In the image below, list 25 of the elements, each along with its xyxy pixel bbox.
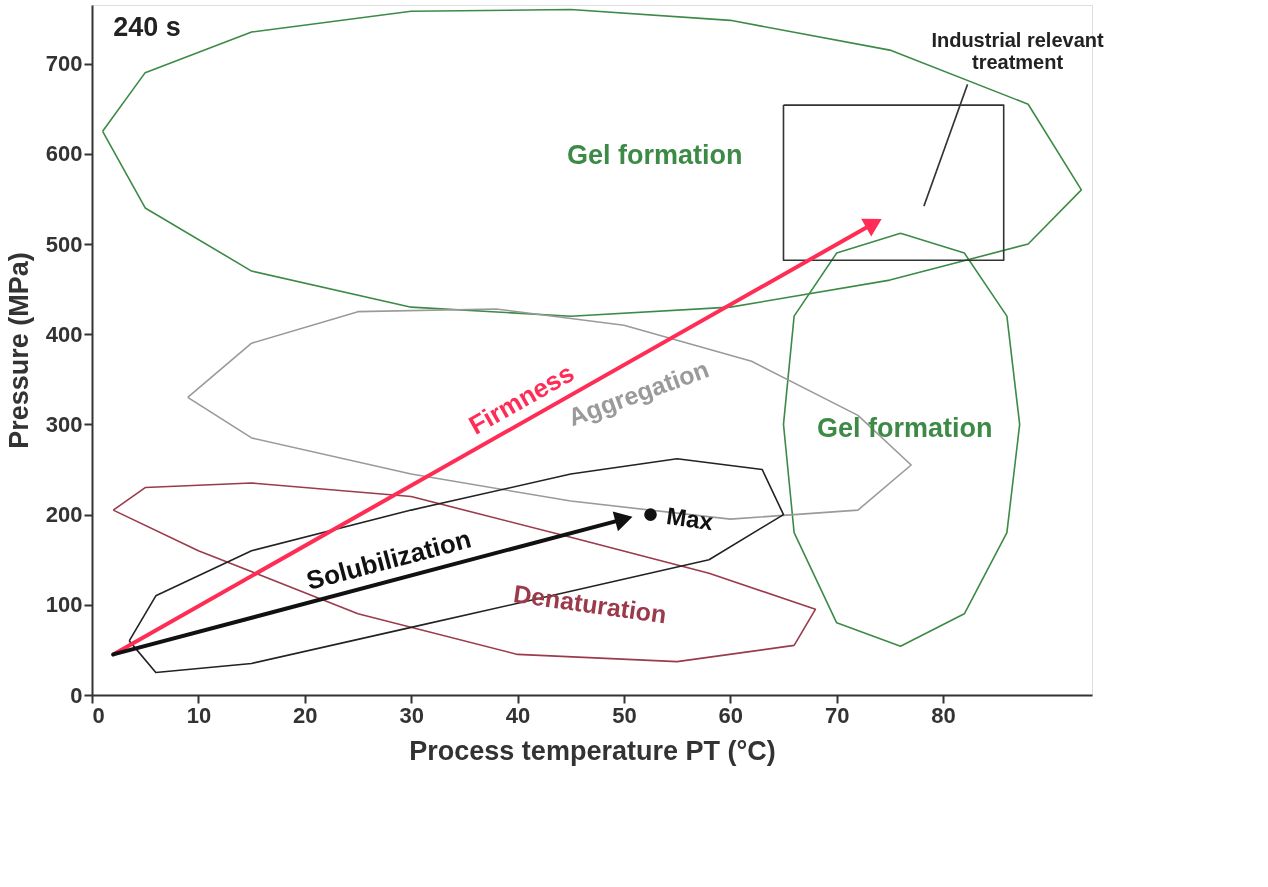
x-tick-label: 40 — [505, 702, 531, 728]
x-tick-label: 30 — [399, 702, 424, 728]
y-tick-label: 600 — [45, 141, 83, 167]
x-tick-label: 20 — [293, 702, 318, 728]
annotation: Gel formation — [567, 139, 743, 170]
y-tick-label: 0 — [70, 682, 83, 708]
text: Max — [664, 501, 716, 536]
x-tick-label: 50 — [612, 702, 637, 728]
y-tick-label: 300 — [45, 411, 83, 437]
y-tick-label: 500 — [45, 231, 83, 257]
y-axis-title: Pressure (MPa) — [3, 252, 34, 449]
x-tick-label: 80 — [931, 702, 956, 728]
y-tick-label: 400 — [45, 321, 83, 347]
annotation: Gel formation — [817, 412, 993, 443]
x-tick-label: 0 — [92, 702, 105, 728]
annotation: Denaturation — [511, 579, 669, 629]
x-tick-label: 10 — [186, 702, 212, 728]
y-tick-label: 700 — [45, 51, 83, 77]
x-tick-label: 60 — [718, 702, 744, 728]
x-axis-title: Process temperature PT (°C) — [409, 735, 776, 766]
x-tick-label: 70 — [824, 702, 850, 728]
y-tick-label: 100 — [45, 592, 83, 618]
y-tick-label: 200 — [45, 502, 83, 528]
annotation: 240 s — [113, 11, 181, 42]
annotation: Industrial relevant treatment — [931, 29, 1105, 74]
